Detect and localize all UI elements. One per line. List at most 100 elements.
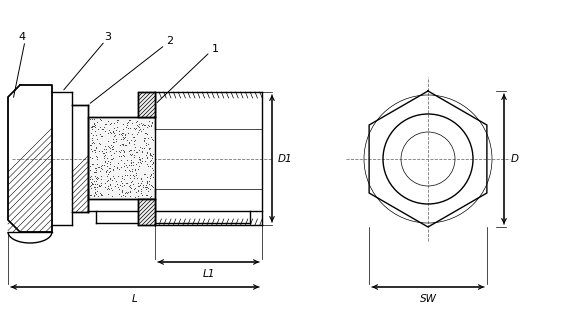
Point — [119, 134, 128, 139]
Point — [87, 162, 97, 167]
Point — [92, 192, 101, 197]
Point — [119, 176, 129, 181]
Point — [109, 140, 118, 145]
Point — [115, 166, 124, 171]
Point — [127, 131, 137, 136]
Point — [104, 118, 113, 123]
Point — [142, 125, 151, 130]
Point — [109, 126, 118, 131]
Point — [137, 123, 147, 128]
Point — [100, 121, 109, 126]
Point — [88, 139, 97, 144]
Point — [86, 146, 95, 152]
Point — [104, 186, 113, 191]
Point — [103, 164, 112, 169]
Point — [130, 195, 140, 200]
Point — [120, 193, 129, 198]
Point — [102, 150, 111, 155]
Point — [116, 194, 126, 199]
Point — [94, 165, 103, 170]
Point — [101, 170, 110, 175]
Point — [130, 167, 140, 172]
Point — [106, 120, 115, 125]
Point — [147, 152, 156, 157]
Point — [147, 154, 156, 159]
Point — [122, 142, 131, 147]
Point — [91, 175, 101, 180]
Point — [142, 151, 151, 156]
Point — [142, 178, 151, 184]
Polygon shape — [8, 85, 52, 232]
Point — [132, 172, 141, 177]
Point — [134, 154, 144, 159]
Point — [126, 185, 135, 190]
Point — [111, 127, 120, 133]
Point — [140, 123, 149, 128]
Point — [125, 189, 134, 194]
Point — [120, 132, 130, 137]
Point — [123, 120, 133, 125]
Point — [127, 169, 136, 174]
Point — [143, 123, 152, 128]
Point — [129, 135, 139, 140]
Point — [108, 174, 118, 179]
Point — [91, 169, 100, 174]
Point — [124, 148, 133, 153]
Point — [86, 143, 95, 148]
Point — [120, 154, 129, 159]
Point — [92, 175, 101, 180]
Point — [91, 153, 101, 158]
Point — [125, 182, 134, 187]
Point — [109, 121, 119, 126]
Point — [88, 116, 97, 121]
Point — [93, 177, 102, 182]
Text: D1: D1 — [278, 153, 293, 164]
Point — [147, 162, 156, 167]
Point — [146, 183, 155, 188]
Point — [143, 188, 152, 193]
Point — [120, 160, 129, 165]
Point — [141, 187, 150, 192]
Point — [138, 149, 147, 154]
Point — [101, 168, 110, 173]
Point — [105, 160, 115, 165]
Point — [89, 169, 98, 174]
Point — [96, 164, 105, 169]
Point — [97, 193, 106, 198]
Bar — [138, 199, 155, 225]
Point — [128, 172, 137, 178]
Point — [110, 130, 119, 135]
Point — [113, 174, 122, 179]
Point — [93, 175, 102, 180]
Point — [126, 160, 136, 165]
Point — [86, 117, 95, 122]
Point — [129, 154, 139, 159]
Point — [97, 182, 106, 187]
Point — [146, 176, 155, 181]
Point — [134, 124, 144, 129]
Point — [132, 122, 141, 127]
Point — [96, 176, 105, 181]
Point — [119, 148, 129, 153]
Point — [91, 165, 101, 171]
Point — [102, 173, 112, 178]
Point — [122, 181, 131, 186]
Point — [108, 136, 118, 141]
Point — [114, 132, 123, 137]
Point — [144, 181, 153, 186]
Point — [91, 165, 100, 170]
Point — [93, 155, 102, 160]
Point — [131, 126, 140, 131]
Point — [91, 187, 100, 192]
Point — [119, 149, 129, 154]
Text: D: D — [511, 154, 519, 164]
Point — [94, 184, 104, 189]
Point — [110, 139, 119, 145]
Point — [141, 192, 150, 197]
Point — [136, 126, 145, 132]
Point — [87, 180, 96, 185]
Point — [122, 190, 131, 195]
Point — [108, 128, 118, 133]
Point — [88, 133, 97, 138]
Point — [112, 181, 122, 186]
